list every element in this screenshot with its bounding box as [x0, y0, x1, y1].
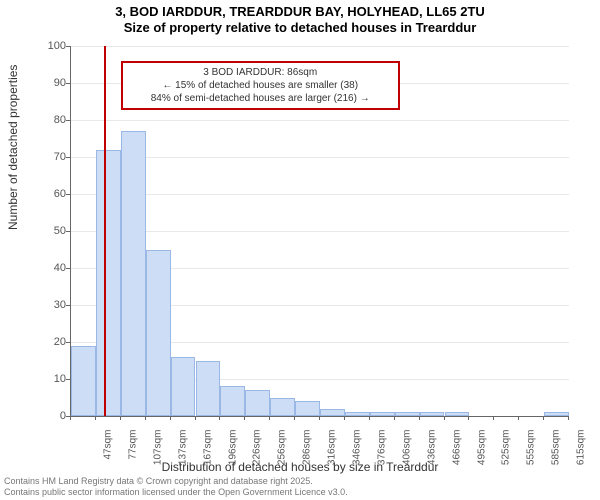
y-tick-mark — [66, 194, 70, 195]
x-tick-mark — [294, 416, 295, 420]
gridline — [71, 231, 569, 232]
gridline — [71, 157, 569, 158]
histogram-bar — [96, 150, 121, 416]
y-tick-label: 60 — [36, 188, 66, 200]
histogram-bar — [220, 386, 245, 416]
x-axis-label: Distribution of detached houses by size … — [0, 460, 600, 474]
y-tick-label: 80 — [36, 114, 66, 126]
annotation-line: ← 15% of detached houses are smaller (38… — [129, 79, 392, 92]
x-tick-mark — [394, 416, 395, 420]
x-tick-mark — [95, 416, 96, 420]
title-line-2: Size of property relative to detached ho… — [0, 20, 600, 36]
marker-line — [104, 46, 106, 416]
chart-container: 3, BOD IARDDUR, TREARDDUR BAY, HOLYHEAD,… — [0, 0, 600, 500]
y-tick-mark — [66, 379, 70, 380]
x-tick-mark — [269, 416, 270, 420]
y-tick-mark — [66, 231, 70, 232]
y-tick-mark — [66, 157, 70, 158]
x-tick-mark — [543, 416, 544, 420]
x-tick-mark — [444, 416, 445, 420]
histogram-bar — [270, 398, 295, 417]
plot-area: 3 BOD IARDDUR: 86sqm← 15% of detached ho… — [70, 46, 569, 417]
y-tick-label: 40 — [36, 262, 66, 274]
y-tick-label: 0 — [36, 410, 66, 422]
histogram-bar — [71, 346, 96, 416]
y-tick-mark — [66, 46, 70, 47]
x-tick-mark — [195, 416, 196, 420]
histogram-bar — [121, 131, 146, 416]
histogram-bar — [345, 412, 370, 416]
y-tick-label: 50 — [36, 225, 66, 237]
y-tick-label: 100 — [36, 40, 66, 52]
x-tick-mark — [70, 416, 71, 420]
x-tick-mark — [244, 416, 245, 420]
title-line-1: 3, BOD IARDDUR, TREARDDUR BAY, HOLYHEAD,… — [0, 4, 600, 20]
x-tick-mark — [369, 416, 370, 420]
histogram-bar — [245, 390, 270, 416]
footer-line-1: Contains HM Land Registry data © Crown c… — [4, 476, 348, 487]
histogram-bar — [370, 412, 395, 416]
histogram-bar — [420, 412, 445, 416]
annotation-line: 84% of semi-detached houses are larger (… — [129, 92, 392, 105]
x-tick-mark — [120, 416, 121, 420]
histogram-bar — [196, 361, 221, 417]
histogram-bar — [320, 409, 345, 416]
gridline — [71, 46, 569, 47]
y-tick-label: 70 — [36, 151, 66, 163]
y-tick-mark — [66, 268, 70, 269]
x-tick-mark — [419, 416, 420, 420]
x-tick-mark — [568, 416, 569, 420]
histogram-bar — [171, 357, 196, 416]
x-tick-mark — [468, 416, 469, 420]
x-tick-mark — [518, 416, 519, 420]
x-tick-mark — [319, 416, 320, 420]
histogram-bar — [445, 412, 470, 416]
y-tick-label: 90 — [36, 77, 66, 89]
y-tick-mark — [66, 83, 70, 84]
histogram-bar — [544, 412, 569, 416]
y-tick-label: 30 — [36, 299, 66, 311]
y-axis-label: Number of detached properties — [6, 65, 20, 230]
y-tick-mark — [66, 120, 70, 121]
x-tick-mark — [219, 416, 220, 420]
x-tick-mark — [344, 416, 345, 420]
x-tick-mark — [493, 416, 494, 420]
annotation-box: 3 BOD IARDDUR: 86sqm← 15% of detached ho… — [121, 61, 400, 110]
histogram-bar — [295, 401, 320, 416]
title-block: 3, BOD IARDDUR, TREARDDUR BAY, HOLYHEAD,… — [0, 4, 600, 37]
y-tick-label: 20 — [36, 336, 66, 348]
y-tick-label: 10 — [36, 373, 66, 385]
footer-credits: Contains HM Land Registry data © Crown c… — [4, 476, 348, 498]
x-tick-mark — [145, 416, 146, 420]
footer-line-2: Contains public sector information licen… — [4, 487, 348, 498]
gridline — [71, 194, 569, 195]
x-tick-mark — [170, 416, 171, 420]
y-tick-mark — [66, 305, 70, 306]
annotation-line: 3 BOD IARDDUR: 86sqm — [129, 66, 392, 79]
gridline — [71, 120, 569, 121]
histogram-bar — [146, 250, 171, 417]
histogram-bar — [395, 412, 420, 416]
y-tick-mark — [66, 342, 70, 343]
